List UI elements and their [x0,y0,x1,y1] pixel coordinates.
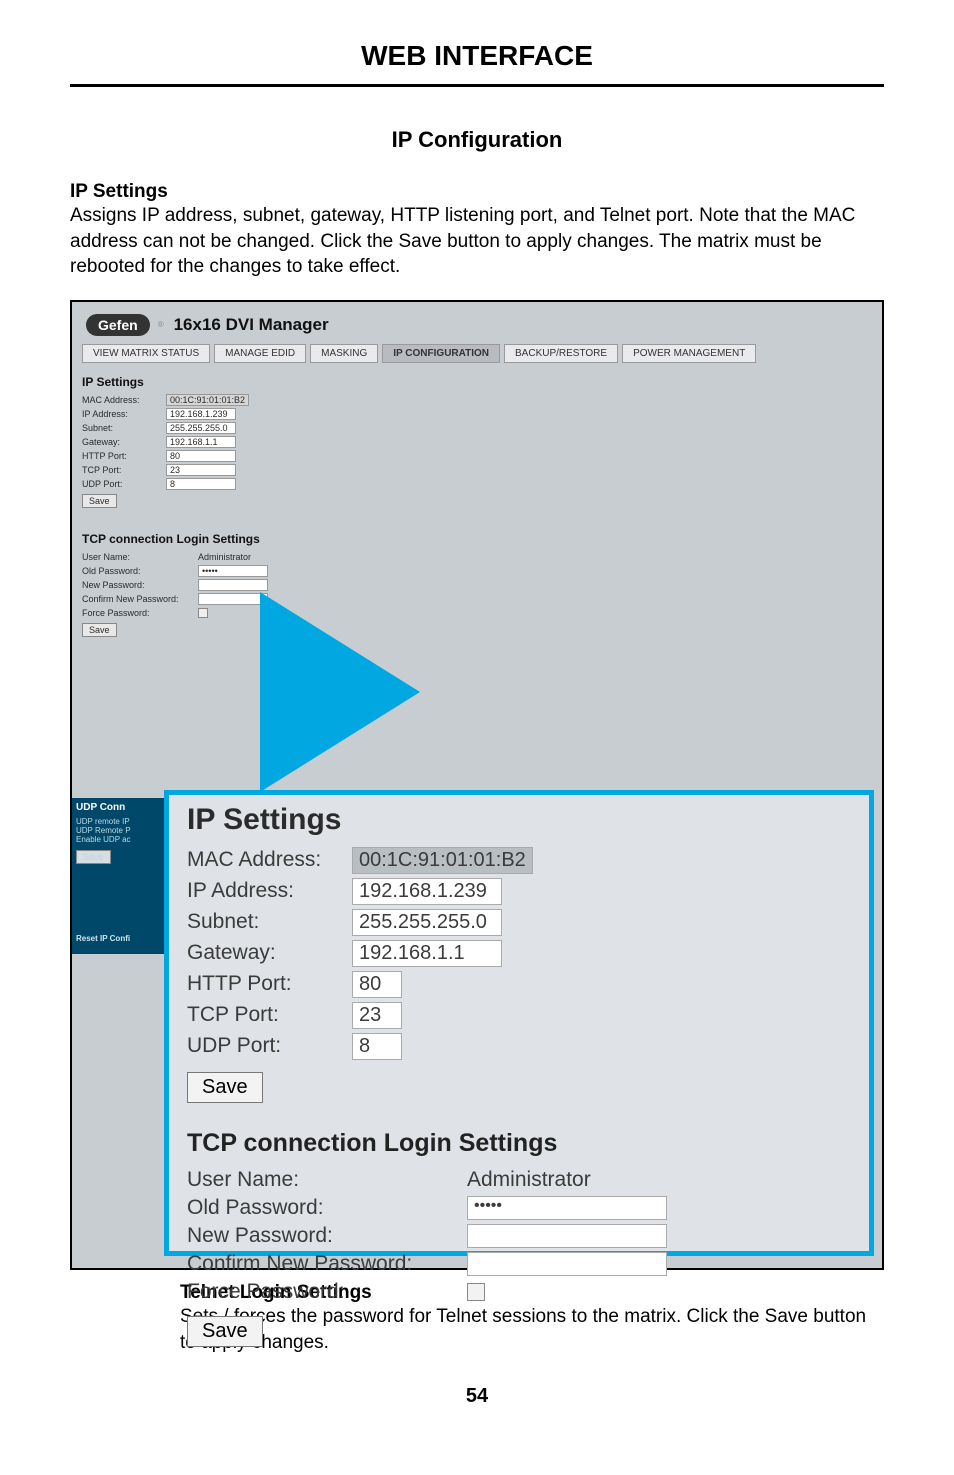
tcp-login-small: TCP connection Login Settings User Name:… [72,526,882,645]
manager-bar: Gefen ® 16x16 DVI Manager [72,302,882,344]
ip-label-sm: IP Address: [82,409,160,419]
intro-label: IP Settings [70,181,168,202]
ip-settings-small: IP Settings MAC Address: 00:1C:91:01:01:B… [72,369,882,516]
tcp-label-sm: TCP Port: [82,465,160,475]
oldpw-label-sm: Old Password: [82,566,192,576]
gw-input-big[interactable]: 192.168.1.1 [352,940,502,967]
confirmpw-label-big: Confirm New Password: [187,1252,467,1276]
tab-backup-restore[interactable]: BACKUP/RESTORE [504,344,618,363]
user-value-big: Administrator [467,1168,591,1192]
tcp-heading-small: TCP connection Login Settings [82,532,872,546]
tab-power-management[interactable]: POWER MANAGEMENT [622,344,756,363]
tcp-input-sm[interactable]: 23 [166,464,236,476]
ip-input-big[interactable]: 192.168.1.239 [352,878,502,905]
udp-enable-label: Enable UDP ac [76,835,160,844]
http-input-big[interactable]: 80 [352,971,402,998]
udp-conn-heading: UDP Conn [76,802,160,813]
udp-conn-strip: UDP Conn UDP remote IP UDP Remote P Enab… [72,798,164,928]
screenshot-container: Gefen ® 16x16 DVI Manager VIEW MATRIX STA… [70,300,884,1270]
mac-label-sm: MAC Address: [82,395,160,405]
force-checkbox-sm[interactable] [198,608,208,618]
confirmpw-input-sm[interactable] [198,593,268,605]
section-title: IP Configuration [70,127,884,153]
save-button-ip-big[interactable]: Save [187,1072,263,1103]
subnet-label-big: Subnet: [187,910,352,934]
subnet-input-sm[interactable]: 255.255.255.0 [166,422,236,434]
udp-label-sm: UDP Port: [82,479,160,489]
udp-remote-ip-label: UDP remote IP [76,817,160,826]
ip-settings-heading-big: IP Settings [187,803,851,837]
subnet-input-big[interactable]: 255.255.255.0 [352,909,502,936]
tabs-row: VIEW MATRIX STATUS MANAGE EDID MASKING I… [72,344,882,363]
tab-masking[interactable]: MASKING [310,344,378,363]
ip-settings-heading-small: IP Settings [82,375,872,389]
page-number: 54 [70,1385,884,1408]
reg-mark: ® [158,320,164,329]
tab-ip-configuration[interactable]: IP CONFIGURATION [382,344,500,363]
udp-label-big: UDP Port: [187,1034,352,1058]
tab-manage-edid[interactable]: MANAGE EDID [214,344,306,363]
mac-value-sm: 00:1C:91:01:01:B2 [166,394,249,406]
newpw-input-sm[interactable] [198,579,268,591]
intro-text: Assigns IP address, subnet, gateway, HTT… [70,203,884,280]
confirmpw-label-sm: Confirm New Password: [82,594,192,604]
user-label-big: User Name: [187,1168,467,1192]
forcepw-label-big: Force Password: [187,1280,467,1304]
tcp-heading-big: TCP connection Login Settings [187,1129,851,1158]
save-button-tcp-big[interactable]: Save [187,1316,263,1347]
oldpw-label-big: Old Password: [187,1196,467,1220]
reset-ip-strip: Reset IP Confi [72,928,164,954]
gefen-logo: Gefen [86,314,150,336]
oldpw-input-sm[interactable]: ••••• [198,565,268,577]
intro-block: IP Settings Assigns IP address, subnet, … [70,181,884,280]
newpw-label-big: New Password: [187,1224,467,1248]
tab-view-matrix[interactable]: VIEW MATRIX STATUS [82,344,210,363]
gw-label-sm: Gateway: [82,437,160,447]
gw-label-big: Gateway: [187,941,352,965]
http-input-sm[interactable]: 80 [166,450,236,462]
user-label-sm: User Name: [82,552,192,562]
manager-title: 16x16 DVI Manager [174,315,329,335]
arrow-triangle-icon [260,592,420,792]
ip-label-big: IP Address: [187,879,352,903]
confirmpw-input-big[interactable] [467,1252,667,1276]
forcepw-label-sm: Force Password: [82,608,192,618]
udp-input-big[interactable]: 8 [352,1033,402,1060]
http-label-sm: HTTP Port: [82,451,160,461]
save-button-ip-sm[interactable]: Save [82,494,117,508]
http-label-big: HTTP Port: [187,972,352,996]
newpw-input-big[interactable] [467,1224,667,1248]
mac-label-big: MAC Address: [187,848,352,872]
gw-input-sm[interactable]: 192.168.1.1 [166,436,236,448]
tcp-label-big: TCP Port: [187,1003,352,1027]
page-header: WEB INTERFACE [70,40,884,87]
save-button-tcp-sm[interactable]: Save [82,623,117,637]
force-checkbox-big[interactable] [467,1283,485,1301]
user-value-sm: Administrator [198,552,251,562]
udp-input-sm[interactable]: 8 [166,478,236,490]
newpw-label-sm: New Password: [82,580,192,590]
mac-value-big: 00:1C:91:01:01:B2 [352,847,533,874]
oldpw-input-big[interactable]: ••••• [467,1196,667,1220]
zoom-overlay: IP Settings MAC Address:00:1C:91:01:01:B… [164,790,874,1256]
ip-input-sm[interactable]: 192.168.1.239 [166,408,236,420]
tcp-input-big[interactable]: 23 [352,1002,402,1029]
udp-remote-port-label: UDP Remote P [76,826,160,835]
save-button-udp-strip[interactable]: Save [76,850,111,864]
subnet-label-sm: Subnet: [82,423,160,433]
